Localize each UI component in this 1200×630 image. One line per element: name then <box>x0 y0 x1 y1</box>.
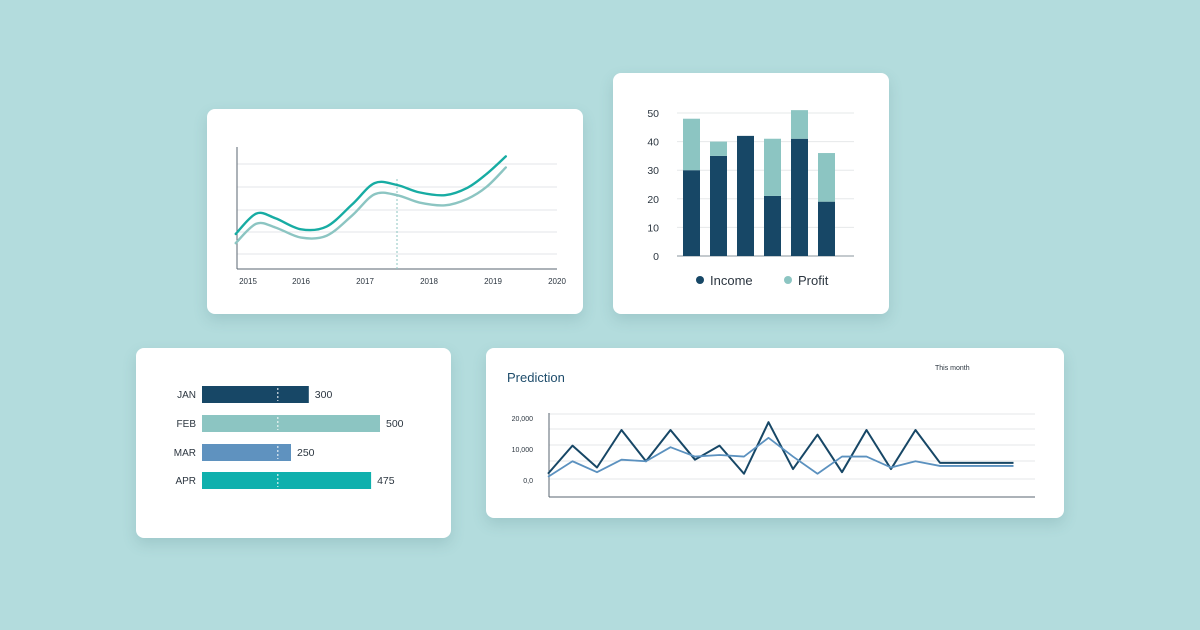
category-label: FEB <box>177 419 197 430</box>
horizontal-bar-chart-card: JAN 300 FEB 500 MAR 250 APR 475 <box>136 348 451 538</box>
bar-profit <box>818 153 835 202</box>
x-tick-label: 2018 <box>420 277 438 286</box>
stacked-bar-chart: 0 10 20 30 40 50 Income Profit <box>647 108 854 288</box>
value-label: 500 <box>386 418 404 430</box>
period-filter[interactable]: This month <box>935 365 970 372</box>
category-label: JAN <box>177 390 196 401</box>
y-tick-label: 10,000 <box>512 447 534 454</box>
category-label: MAR <box>174 448 196 459</box>
horizontal-bar-chart: JAN 300 FEB 500 MAR 250 APR 475 <box>174 386 404 489</box>
bar <box>202 472 372 489</box>
y-tick-label: 20 <box>647 194 659 206</box>
legend-label-income: Income <box>710 273 753 288</box>
legend-label-profit: Profit <box>798 273 829 288</box>
legend-marker-income <box>696 276 704 284</box>
bar <box>202 444 291 461</box>
series-line-1 <box>547 421 1014 475</box>
bar-profit <box>764 138 781 196</box>
bar-profit <box>710 141 727 156</box>
category-label: APR <box>175 476 196 487</box>
y-tick-label: 20,000 <box>512 416 534 423</box>
y-tick-label: 40 <box>647 137 659 149</box>
line-chart-card: 2015 2016 2017 2018 2019 2020 <box>207 109 583 314</box>
bar-income <box>710 155 727 256</box>
prediction-title: Prediction <box>507 370 565 385</box>
prediction-chart-card: Prediction This month 0,0 10,000 20,000 <box>486 348 1064 518</box>
y-tick-label: 0,0 <box>523 478 533 485</box>
legend-marker-profit <box>784 276 792 284</box>
line-chart: 2015 2016 2017 2018 2019 2020 <box>234 147 566 286</box>
prediction-line-chart: 0,0 10,000 20,000 <box>512 413 1035 498</box>
x-tick-label: 2020 <box>548 277 566 286</box>
series-line-2 <box>547 436 1014 478</box>
series-line-2 <box>234 166 507 245</box>
bar-income <box>764 195 781 256</box>
x-tick-label: 2015 <box>239 277 257 286</box>
x-tick-label: 2017 <box>356 277 374 286</box>
bar-income <box>818 201 835 256</box>
bar <box>202 386 309 403</box>
y-tick-label: 10 <box>647 222 659 234</box>
bar-profit <box>683 118 700 171</box>
stacked-bar-chart-card: 0 10 20 30 40 50 Income Profit <box>613 73 889 314</box>
y-tick-label: 50 <box>647 108 659 120</box>
value-label: 300 <box>315 389 333 401</box>
bar-income <box>683 170 700 256</box>
y-tick-label: 0 <box>653 251 659 263</box>
x-tick-label: 2016 <box>292 277 310 286</box>
bar-income <box>737 135 754 256</box>
bar-income <box>791 138 808 256</box>
x-tick-label: 2019 <box>484 277 502 286</box>
bar-profit <box>791 110 808 139</box>
series-line-1 <box>234 155 507 236</box>
y-tick-label: 30 <box>647 165 659 177</box>
bar <box>202 415 380 432</box>
value-label: 250 <box>297 447 315 459</box>
value-label: 475 <box>377 475 395 487</box>
